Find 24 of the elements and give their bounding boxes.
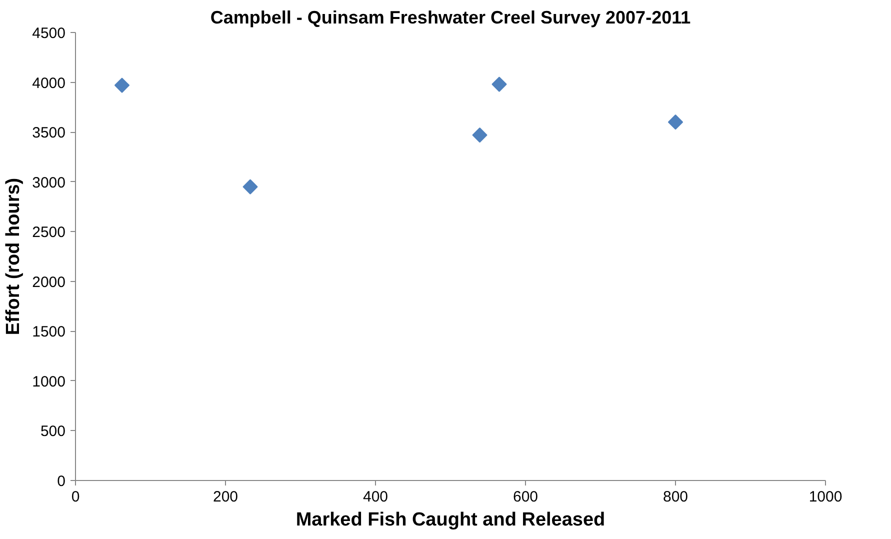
x-tick-label: 600 bbox=[512, 488, 538, 506]
y-tick-label: 2000 bbox=[32, 274, 66, 291]
y-tick-label: 3500 bbox=[32, 124, 66, 142]
point bbox=[114, 78, 130, 93]
y-axis-title: Effort (rod hours) bbox=[3, 178, 24, 336]
x-axis-title: Marked Fish Caught and Released bbox=[296, 510, 606, 530]
point bbox=[492, 76, 507, 92]
y-tick-label: 4000 bbox=[32, 74, 66, 92]
x-tick-label: 1000 bbox=[808, 488, 842, 506]
x-tick-label: 0 bbox=[71, 488, 80, 506]
y-tick-label: 3000 bbox=[32, 174, 66, 192]
chart-title: Campbell - Quinsam Freshwater Creel Survey 2007-2011 bbox=[210, 8, 691, 28]
x-tick-label: 200 bbox=[212, 488, 238, 506]
y-tick-label: 2500 bbox=[32, 224, 66, 242]
point bbox=[668, 114, 684, 130]
x-tick-label: 400 bbox=[362, 488, 388, 506]
y-tick-label: 4500 bbox=[32, 25, 66, 42]
point bbox=[242, 179, 258, 194]
point bbox=[472, 127, 488, 143]
y-tick-label: 500 bbox=[40, 423, 66, 440]
x-tick-label: 800 bbox=[662, 488, 688, 506]
y-tick-label: 1000 bbox=[32, 373, 66, 390]
y-tick-label: 0 bbox=[57, 473, 66, 490]
y-tick-label: 1500 bbox=[32, 324, 66, 341]
